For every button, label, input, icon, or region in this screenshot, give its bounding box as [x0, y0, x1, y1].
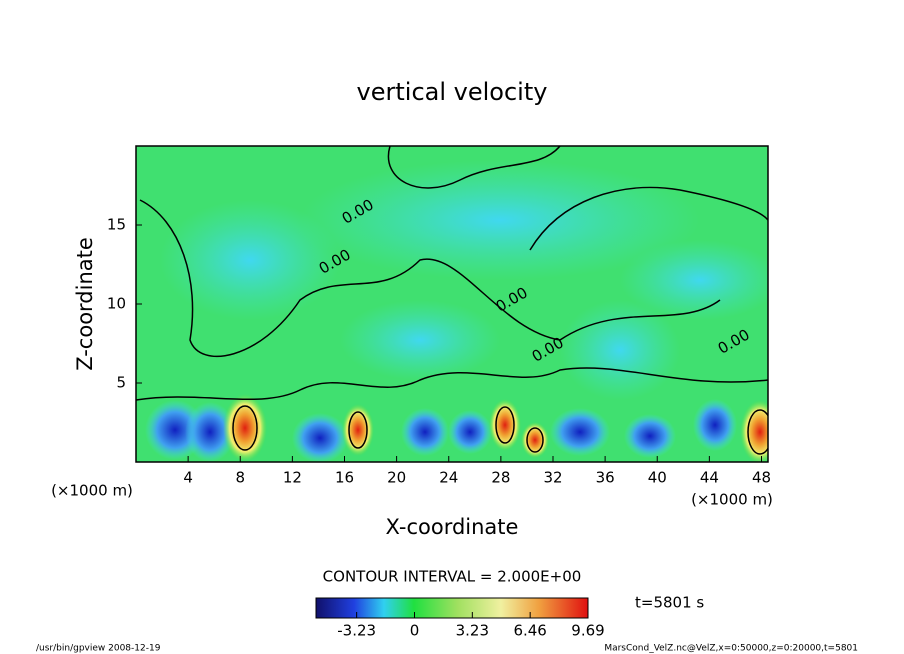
y-tick-label: 5 [116, 374, 126, 392]
x-axis-label: X-coordinate [386, 515, 519, 539]
x-tick-label: 24 [439, 469, 458, 487]
y-tick-label: 15 [107, 216, 126, 234]
x-unit-label: (×1000 m) [691, 491, 773, 509]
colorbar-tick-label: 0 [410, 622, 420, 640]
x-tick-label: 40 [648, 469, 667, 487]
time-label: t=5801 s [635, 594, 704, 612]
x-unit-label: (×1000 m) [51, 482, 133, 500]
footer-left: /usr/bin/gpview 2008-12-19 [36, 644, 161, 654]
contour-interval: CONTOUR INTERVAL = 2.000E+00 [323, 568, 582, 586]
x-tick-label: 20 [387, 469, 406, 487]
x-tick-label: 16 [335, 469, 354, 487]
x-tick-label: 12 [283, 469, 302, 487]
y-axis-label: Z-coordinate [73, 237, 97, 371]
chart-title: vertical velocity [357, 78, 548, 106]
colorbar-tick-label: -3.23 [337, 622, 376, 640]
colorbar-tick-label: 9.69 [571, 622, 604, 640]
x-tick-label: 28 [491, 469, 510, 487]
x-tick-label: 32 [543, 469, 562, 487]
x-tick-label: 4 [183, 469, 193, 487]
x-tick-label: 48 [752, 469, 771, 487]
colorbar [315, 597, 589, 619]
colorbar-tick-label: 6.46 [513, 622, 546, 640]
footer-right: MarsCond_VelZ.nc@VelZ,x=0:50000,z=0:2000… [604, 644, 858, 654]
colorbar-tick-label: 3.23 [456, 622, 489, 640]
field [136, 146, 768, 462]
x-tick-label: 44 [700, 469, 719, 487]
x-tick-label: 36 [596, 469, 615, 487]
x-tick-label: 8 [235, 469, 245, 487]
y-tick-label: 10 [107, 295, 126, 313]
